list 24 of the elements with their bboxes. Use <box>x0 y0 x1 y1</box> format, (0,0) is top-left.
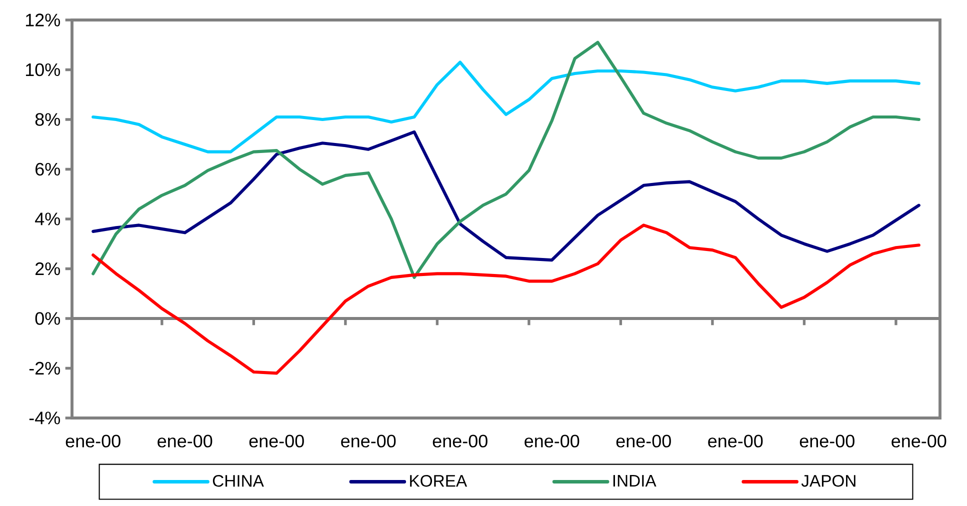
x-tick-label: ene-00 <box>708 434 763 448</box>
y-tick-label: 6% <box>36 162 60 176</box>
y-tick-label: -4% <box>29 412 60 424</box>
legend-label: CHINA <box>212 474 264 487</box>
legend-label: JAPON <box>801 474 856 487</box>
x-tick-label: ene-00 <box>800 434 854 448</box>
x-tick-label: ene-00 <box>524 434 580 448</box>
legend-label: KOREA <box>410 474 468 487</box>
x-tick-label: ene-00 <box>892 434 946 448</box>
x-tick-label: ene-00 <box>616 434 671 448</box>
y-tick-label: -2% <box>29 362 60 375</box>
line-series <box>92 40 920 279</box>
legend-label: INDIA <box>613 475 656 487</box>
x-tick-label: ene-00 <box>158 434 212 448</box>
x-tick-label: ene-00 <box>66 434 120 448</box>
y-tick-label: 0% <box>35 312 60 325</box>
y-tick-label: 4% <box>35 212 60 226</box>
x-tick-label: ene-00 <box>249 434 304 448</box>
x-tick-label: ene-00 <box>432 434 488 448</box>
y-tick-label: 10% <box>26 63 60 76</box>
y-tick-label: 8% <box>35 113 60 126</box>
y-tick-label: 2% <box>36 262 60 276</box>
y-tick-label: 12% <box>26 14 60 26</box>
x-tick-label: ene-00 <box>341 434 396 448</box>
